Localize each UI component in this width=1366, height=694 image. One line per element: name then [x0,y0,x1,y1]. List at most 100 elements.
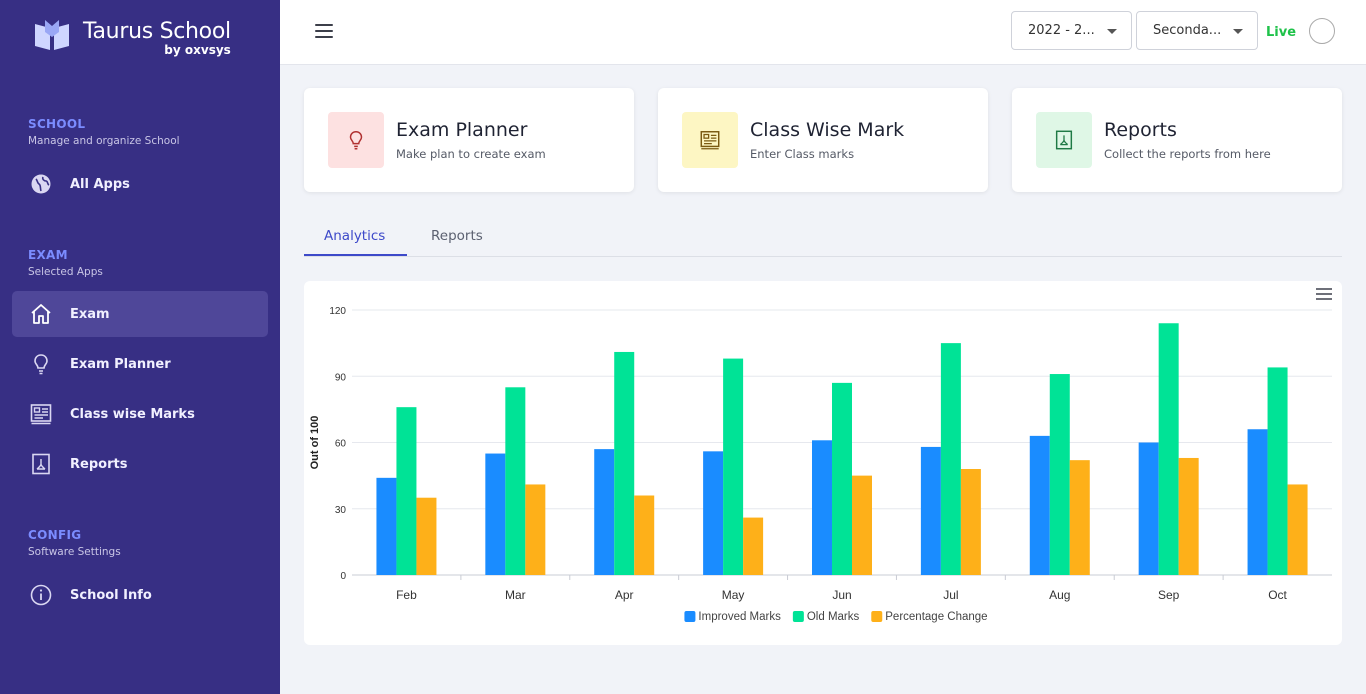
tab-analytics[interactable]: Analytics [324,228,386,244]
sidebar: Taurus School by oxvsys SCHOOL Manage an… [0,0,280,694]
bar [1069,460,1090,575]
x-tick-label: Jun [832,588,851,602]
bar-chart: 0 30 60 90 120 Out of 100 Feb Mar Apr May Jun Jul Au… [309,306,1332,623]
bar [525,484,546,575]
chevron-down-icon [1233,29,1243,34]
bar [1287,484,1308,575]
sidebar-item-exam[interactable]: Exam [12,291,268,337]
card-title: Exam Planner [396,119,528,141]
level-select[interactable]: Seconda... [1136,11,1258,50]
sidebar-item-label: Exam [70,306,110,322]
section-title: SCHOOL [28,117,86,131]
tab-reports[interactable]: Reports [431,228,483,244]
sidebar-item-label: Reports [70,456,128,472]
section-exam: EXAM Selected Apps [28,248,103,278]
sidebar-item-label: School Info [70,587,152,603]
exam-planner-card[interactable]: Exam Planner Make plan to create exam [304,88,634,192]
y-tick-label: 90 [335,372,347,383]
info-icon [29,583,53,607]
academic-year-select[interactable]: 2022 - 2... [1011,11,1132,50]
brand-logo[interactable]: Taurus School by oxvsys [33,18,231,57]
bar [1138,442,1159,575]
bar [485,453,506,575]
legend-swatch [684,611,696,622]
y-tick-label: 0 [340,571,346,582]
card-subtitle: Collect the reports from here [1104,147,1271,161]
brand-subtitle: by oxvsys [164,43,231,57]
legend-label: Improved Marks [698,611,781,623]
tab-bar: Analytics Reports [304,220,1342,257]
bar [396,407,417,575]
bar [723,358,744,575]
x-tick-label: May [722,588,745,602]
bar [1029,435,1050,575]
x-tick-label: Sep [1158,588,1180,602]
sidebar-item-exam-planner[interactable]: Exam Planner [12,341,268,387]
avatar[interactable] [1309,18,1335,44]
x-tick-label: Apr [615,588,634,602]
level-value: Seconda... [1153,23,1222,38]
x-tick-label: Mar [505,588,526,602]
card-title: Class Wise Mark [750,119,905,141]
chart-menu-icon[interactable] [1316,288,1332,300]
x-tick-label: Jul [943,588,958,602]
legend-label: Percentage Change [885,611,987,623]
section-title: EXAM [28,248,68,262]
bar [505,387,526,575]
card-title: Reports [1104,119,1177,141]
y-axis-label: Out of 100 [309,416,321,470]
marks-icon [29,402,53,426]
reports-card[interactable]: Reports Collect the reports from here [1012,88,1342,192]
bar [594,449,615,575]
active-tab-indicator [304,254,407,256]
legend-swatch [792,611,804,622]
legend-swatch [871,611,883,622]
lightbulb-icon [29,352,53,376]
analytics-chart-panel: 0 30 60 90 120 Out of 100 Feb Mar Apr May Jun Jul Au… [304,281,1342,645]
bar [614,351,635,575]
top-header: 2022 - 2... Seconda... Live [280,0,1366,65]
x-tick-label: Oct [1268,588,1287,602]
card-subtitle: Enter Class marks [750,147,855,161]
bar [832,382,852,575]
legend-label: Old Marks [807,611,860,623]
x-tick-label: Feb [396,588,417,602]
bar [1267,367,1288,575]
bar [1049,374,1070,575]
sidebar-item-reports[interactable]: Reports [12,441,268,487]
globe-icon [29,172,53,196]
bar [920,446,941,575]
bar [852,475,872,575]
bar [376,477,397,575]
sidebar-item-label: Exam Planner [70,356,171,372]
y-tick-label: 60 [335,439,347,450]
book-icon [35,20,69,50]
sidebar-item-label: All Apps [70,176,130,192]
y-tick-label: 30 [335,505,347,516]
chevron-down-icon [1107,29,1117,34]
menu-toggle-icon[interactable] [315,24,333,40]
bar [634,495,655,575]
section-config: CONFIG Software Settings [28,528,121,558]
section-subtitle: Selected Apps [28,266,103,278]
bar [940,343,961,575]
card-subtitle: Make plan to create exam [396,147,546,161]
sidebar-item-school-info[interactable]: School Info [12,572,268,618]
class-wise-mark-card[interactable]: Class Wise Mark Enter Class marks [658,88,988,192]
pdf-icon [1036,112,1092,168]
section-title: CONFIG [28,528,82,542]
bar [960,469,981,575]
sidebar-item-class-wise-marks[interactable]: Class wise Marks [12,391,268,437]
bar [1247,429,1268,575]
section-subtitle: Software Settings [28,546,121,558]
section-school: SCHOOL Manage and organize School [28,117,180,147]
bar [812,440,832,575]
x-tick-label: Aug [1049,588,1070,602]
bar [743,517,764,575]
brand-title: Taurus School [83,19,231,44]
bar [1158,323,1179,575]
live-status: Live [1266,25,1297,40]
y-tick-label: 120 [329,306,346,317]
sidebar-item-all-apps[interactable]: All Apps [12,161,268,207]
academic-year-value: 2022 - 2... [1028,23,1095,38]
